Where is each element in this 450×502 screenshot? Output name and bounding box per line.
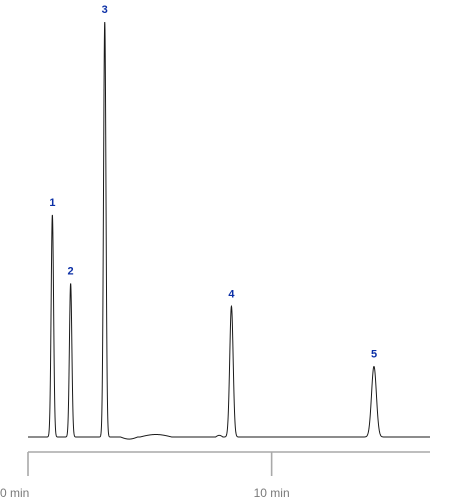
chromatogram-trace (28, 21, 430, 440)
peak-label-4: 4 (228, 288, 235, 300)
x-axis-tick-labels: 0 min 10 min (0, 486, 290, 500)
x-axis-ticks (27, 452, 273, 476)
peak-label-1: 1 (49, 197, 55, 209)
peak-label-3: 3 (102, 4, 108, 16)
peak-label-5: 5 (371, 348, 377, 360)
peak-label-2: 2 (68, 265, 74, 277)
x-tick-label-1: 10 min (254, 486, 290, 500)
x-tick-label-0: 0 min (0, 486, 29, 500)
peak-labels: 1 2 3 4 5 (49, 4, 377, 360)
